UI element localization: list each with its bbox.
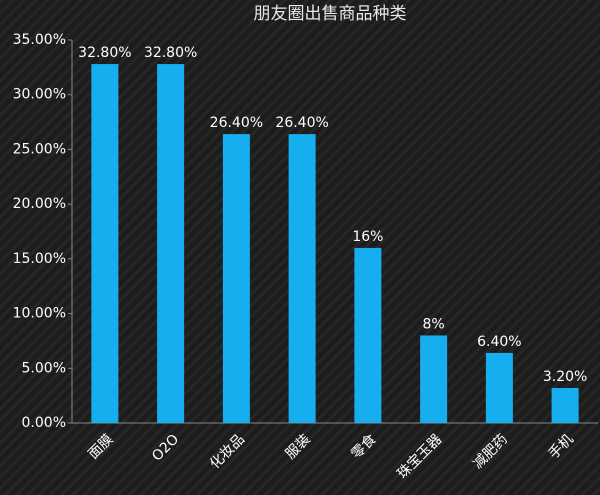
value-label: 3.20%: [543, 369, 587, 385]
y-tick-label: 0.00%: [22, 415, 66, 431]
bar: [485, 352, 513, 423]
y-tick-label: 5.00%: [22, 360, 66, 376]
bar: [222, 134, 250, 423]
bar: [288, 134, 316, 423]
y-tick-label: 35.00%: [13, 32, 66, 48]
value-label: 26.40%: [275, 115, 328, 131]
y-tick-label: 20.00%: [13, 196, 66, 212]
bar: [354, 247, 382, 423]
y-tick-label: 25.00%: [13, 141, 66, 157]
value-label: 6.40%: [477, 334, 521, 350]
bar: [420, 335, 448, 423]
value-label: 32.80%: [144, 45, 197, 61]
value-label: 8%: [423, 316, 445, 332]
bar: [91, 64, 119, 424]
bar: [551, 387, 579, 423]
value-label: 32.80%: [78, 45, 131, 61]
y-tick-label: 30.00%: [13, 87, 66, 103]
bar: [157, 64, 185, 424]
value-label: 16%: [352, 229, 383, 245]
y-tick-label: 15.00%: [13, 251, 66, 267]
chart-title: 朋友圈出售商品种类: [254, 4, 407, 24]
y-tick-label: 10.00%: [13, 306, 66, 322]
value-label: 26.40%: [210, 115, 263, 131]
